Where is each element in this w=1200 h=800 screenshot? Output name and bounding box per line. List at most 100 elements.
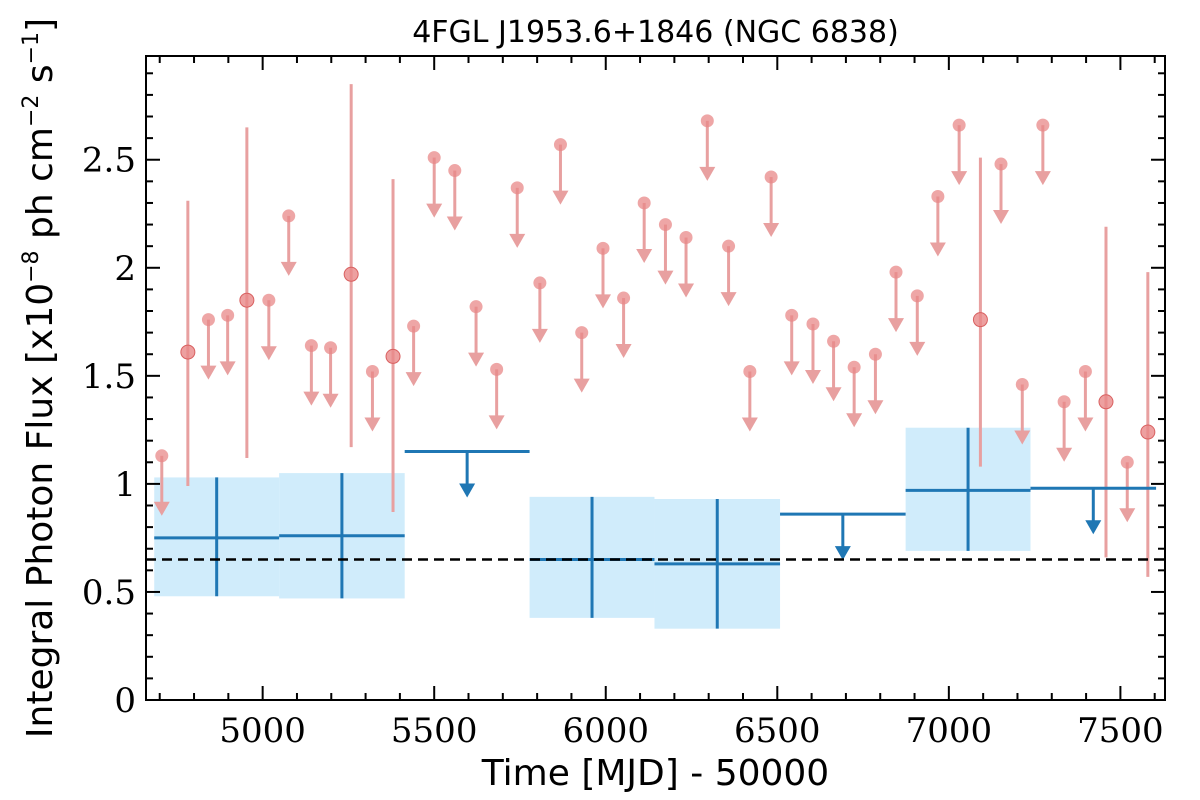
fine-upper-limit-point bbox=[700, 114, 714, 128]
y-tick-label: 0 bbox=[114, 681, 136, 721]
x-tick-label: 5000 bbox=[219, 711, 306, 751]
fine-upper-limit-point bbox=[510, 181, 524, 195]
fine-upper-limit-point bbox=[155, 449, 169, 463]
fine-upper-limit-arrow bbox=[909, 341, 926, 356]
fine-upper-limit-arrow bbox=[888, 318, 905, 333]
y-axis-title-close: ] bbox=[20, 18, 61, 32]
fine-upper-limit-point bbox=[365, 365, 379, 379]
fine-upper-limit-point bbox=[1078, 365, 1092, 379]
fine-data-point bbox=[239, 292, 255, 308]
fine-upper-limit-point bbox=[282, 209, 296, 223]
fine-upper-limit-arrow bbox=[446, 216, 463, 231]
y-axis-title: Integral Photon Flux [x10−8 ph cm−2 s−1] bbox=[19, 18, 61, 738]
fine-upper-limit-point bbox=[221, 308, 235, 322]
fine-upper-limit-arrow bbox=[867, 400, 884, 415]
fine-upper-limit-point bbox=[722, 239, 736, 253]
axis-ticks: 5000 5500 6000 6500 7000 7500 0 0.5 1 1.5 2 2.5 bbox=[82, 56, 1165, 751]
coarse-upper-limit-arrow bbox=[459, 483, 476, 498]
y-axis-title-unit1: ph cm bbox=[20, 127, 61, 250]
fine-upper-limit-arrow bbox=[720, 292, 737, 307]
fine-bin-series bbox=[153, 84, 1156, 577]
fine-upper-limit-point bbox=[407, 319, 421, 333]
fine-upper-limit-point bbox=[575, 326, 589, 340]
fine-upper-limit-point bbox=[533, 276, 547, 290]
fine-upper-limit-point bbox=[1015, 377, 1029, 391]
fine-upper-limit-arrow bbox=[992, 210, 1009, 225]
fine-upper-limit-point bbox=[679, 231, 693, 245]
y-axis-title-exp1: −8 bbox=[19, 250, 44, 282]
fine-upper-limit-arrow bbox=[699, 166, 716, 181]
fine-upper-limit-point bbox=[1120, 455, 1134, 469]
fine-upper-limit-arrow bbox=[741, 417, 758, 432]
fine-upper-limit-arrow bbox=[1056, 447, 1073, 462]
fine-upper-limit-arrow bbox=[280, 261, 297, 276]
fine-upper-limit-arrow bbox=[405, 372, 422, 387]
fine-upper-limit-point bbox=[785, 308, 799, 322]
x-axis-title: Time [MJD] - 50000 bbox=[481, 753, 829, 794]
fine-upper-limit-arrow bbox=[531, 328, 548, 343]
fine-upper-limit-point bbox=[596, 241, 610, 255]
y-axis-title-exp2: −2 bbox=[19, 95, 44, 127]
fine-upper-limit-point bbox=[806, 317, 820, 331]
fine-upper-limit-arrow bbox=[804, 369, 821, 384]
fine-upper-limit-arrow bbox=[303, 391, 320, 406]
fine-upper-limit-point bbox=[201, 313, 215, 327]
fine-upper-limit-point bbox=[931, 189, 945, 203]
y-tick-label: 1.5 bbox=[82, 357, 136, 397]
fine-upper-limit-point bbox=[469, 300, 483, 314]
fine-upper-limit-arrow bbox=[825, 387, 842, 402]
fine-upper-limit-arrow bbox=[219, 361, 236, 376]
fine-data-point bbox=[972, 312, 988, 328]
y-tick-label: 2.5 bbox=[82, 141, 136, 181]
fine-upper-limit-point bbox=[889, 265, 903, 279]
fine-upper-limit-point bbox=[658, 218, 672, 232]
fine-upper-limit-point bbox=[448, 164, 462, 178]
fine-upper-limit-arrow bbox=[573, 378, 590, 393]
y-axis-title-unit2: s bbox=[20, 64, 61, 94]
fine-upper-limit-point bbox=[1036, 118, 1050, 132]
fine-upper-limit-point bbox=[952, 118, 966, 132]
x-tick-label: 7500 bbox=[1077, 711, 1164, 751]
fine-data-point bbox=[385, 348, 401, 364]
coarse-upper-limit-arrow bbox=[834, 546, 851, 561]
y-axis-title-exp3: −1 bbox=[19, 32, 44, 64]
fine-upper-limit-arrow bbox=[636, 248, 653, 263]
fine-upper-limit-point bbox=[427, 151, 441, 165]
fine-upper-limit-arrow bbox=[488, 415, 505, 430]
chart-title: 4FGL J1953.6+1846 (NGC 6838) bbox=[412, 15, 899, 50]
fine-upper-limit-point bbox=[868, 347, 882, 361]
plot-frame bbox=[145, 55, 1166, 701]
fine-upper-limit-arrow bbox=[929, 242, 946, 257]
coarse-upper-limit-arrow bbox=[1085, 520, 1102, 535]
fine-upper-limit-arrow bbox=[678, 283, 695, 298]
fine-upper-limit-arrow bbox=[1119, 508, 1136, 523]
fine-upper-limit-point bbox=[910, 289, 924, 303]
fine-upper-limit-arrow bbox=[783, 361, 800, 376]
fine-upper-limit-point bbox=[994, 157, 1008, 171]
fine-upper-limit-point bbox=[553, 138, 567, 152]
fine-upper-limit-arrow bbox=[322, 393, 339, 408]
fine-upper-limit-arrow bbox=[1014, 430, 1031, 445]
x-tick-label: 6000 bbox=[562, 711, 649, 751]
fine-upper-limit-point bbox=[637, 196, 651, 210]
fine-upper-limit-point bbox=[490, 362, 504, 376]
fine-upper-limit-arrow bbox=[260, 346, 277, 361]
fine-upper-limit-arrow bbox=[846, 413, 863, 428]
fine-data-point bbox=[1098, 394, 1114, 410]
fine-upper-limit-arrow bbox=[657, 270, 674, 285]
fine-upper-limit-point bbox=[304, 339, 318, 353]
fine-upper-limit-point bbox=[262, 293, 276, 307]
fine-upper-limit-arrow bbox=[364, 417, 381, 432]
fine-upper-limit-point bbox=[827, 334, 841, 348]
fine-upper-limit-arrow bbox=[1034, 171, 1051, 186]
fine-upper-limit-point bbox=[743, 365, 757, 379]
fine-upper-limit-arrow bbox=[763, 223, 780, 238]
coarse-bin-series bbox=[154, 427, 1157, 629]
fine-data-point bbox=[180, 344, 196, 360]
fine-upper-limit-arrow bbox=[1077, 417, 1094, 432]
x-tick-label: 5500 bbox=[391, 711, 478, 751]
fine-upper-limit-point bbox=[847, 360, 861, 374]
fine-upper-limit-arrow bbox=[200, 365, 217, 380]
y-tick-label: 0.5 bbox=[82, 573, 136, 613]
